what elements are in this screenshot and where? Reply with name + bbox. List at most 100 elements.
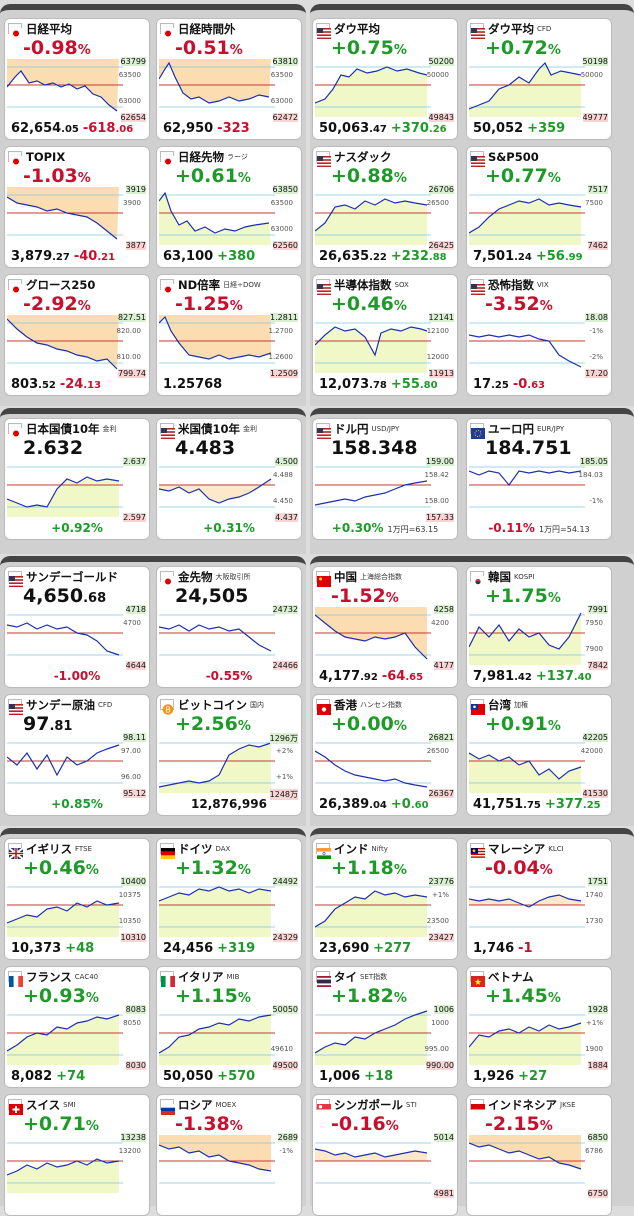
market-card[interactable]: フランス CAC40 +0.93% 8083 8050 8030 8,082 +74 — [4, 966, 150, 1088]
card-header: シンガポール STI — [313, 1095, 457, 1115]
price-value: 12,073.78 +55.80 — [319, 377, 438, 392]
market-card[interactable]: ダウ平均 +0.75% 50200 50000 49843 50,063.47 +37… — [312, 18, 458, 140]
change-value: +370.26 — [390, 121, 447, 136]
tick-label: +1% — [432, 891, 449, 899]
market-subname: ハンセン指数 — [360, 700, 402, 709]
tick-label: 96.00 — [120, 773, 141, 781]
market-card[interactable]: 中国 上海総合指数 -1.52% 4258 4200 4177 4,177.92 -6… — [312, 566, 458, 688]
market-subname: 国内 — [250, 700, 264, 709]
price-line-chart — [7, 1142, 123, 1193]
market-card[interactable]: ナスダック +0.88% 26706 26500 26425 26,635.22 +2… — [312, 146, 458, 268]
headline-value: -0.51% — [175, 37, 243, 59]
headline-value: +0.77% — [485, 165, 561, 187]
change-value: +56.99 — [535, 249, 583, 264]
card-header: ベトナム — [467, 967, 611, 987]
tick-label: 995.00 — [424, 1045, 450, 1053]
market-card[interactable]: サンデーゴールド 4,650.68 4718 4700 4644 -1.00% — [4, 566, 150, 688]
tick-label: 1740 — [585, 891, 603, 899]
price-line — [159, 1014, 272, 1054]
tick-low: 4.437 — [275, 513, 298, 522]
market-card[interactable]: 日経平均 -0.98% 63799 63500 63000 62654 62,654.… — [4, 18, 150, 140]
price-line-chart — [159, 1135, 275, 1184]
headline-value: -0.16% — [331, 1113, 399, 1135]
market-card[interactable]: TOPIX -1.03% 3919 3900 3877 3,879.27 -40.21 — [4, 146, 150, 268]
card-header: ドイツ DAX — [157, 839, 301, 859]
tick-label: 4.488 — [272, 471, 293, 479]
market-card[interactable]: グロース250 -2.92% 827.51 820.00 810.00 799.74 … — [4, 274, 150, 396]
tick-label: -1% — [589, 327, 603, 335]
tick-label: 7900 — [585, 645, 603, 653]
price-line-chart — [469, 612, 585, 665]
tick-label: 63000 — [118, 97, 141, 105]
market-card[interactable]: イギリス FTSE +0.46% 10400 10375 10350 10310 10… — [4, 838, 150, 960]
market-subname: DAX — [215, 844, 231, 853]
market-card[interactable]: 日本国債10年 金利 2.632 2.637 2.597 +0.92% — [4, 418, 150, 540]
price-value: 803.52 -24.13 — [11, 377, 102, 392]
headline-value: 158.348 — [331, 437, 418, 459]
market-card[interactable]: B ビットコイン 国内 +2.56% 1296万 +2% +1% 1248万 12,8… — [156, 694, 302, 816]
change-value: +74 — [56, 1069, 86, 1084]
btc-flag-icon: B — [160, 699, 174, 715]
tick-low: 24466 — [272, 661, 298, 670]
market-card[interactable]: ドイツ DAX +1.32% 24492 24329 24,456 +319 — [156, 838, 302, 960]
market-card[interactable]: 韓国 KOSPI +1.75% 7991 7950 7900 7842 7,981.4… — [466, 566, 612, 688]
market-card[interactable]: ND倍率 日経÷DOW -1.25% 1.2811 1.2700 1.2600 1.2… — [156, 274, 302, 396]
tick-high: 18.08 — [585, 313, 608, 322]
market-card[interactable]: ベトナム +1.45% 1928 +1% 1900 1884 1,926 +27 — [466, 966, 612, 1088]
market-card[interactable]: シンガポール STI -0.16% 5014 4981 — [312, 1094, 458, 1216]
market-card[interactable]: ユーロ円 EUR/JPY 184.751 185.05 184.03 -1% -0.… — [466, 418, 612, 540]
price-line-chart — [469, 61, 585, 117]
market-card[interactable]: 日経先物 ラージ +0.61% 63850 63500 63000 62560 63,… — [156, 146, 302, 268]
price-value: 62,654.05 -618.06 — [11, 121, 134, 136]
market-card[interactable]: ロシア MOEX -1.38% 2689 -1% — [156, 1094, 302, 1216]
market-card[interactable]: S&P500 +0.77% 7517 7500 7462 7,501.24 +56.9… — [466, 146, 612, 268]
market-card[interactable]: ダウ平均 CFD +0.72% 50198 50000 49777 50,052 +3… — [466, 18, 612, 140]
headline-value: -2.92% — [23, 293, 91, 315]
price-line — [315, 198, 428, 232]
market-card[interactable]: マレーシア KLCI -0.04% 1751 1740 1730 1,746 -1 — [466, 838, 612, 960]
change-value: +18 — [364, 1069, 394, 1084]
tick-label: 1000 — [431, 1019, 449, 1027]
market-subname: MOEX — [215, 1100, 237, 1109]
price-line-chart — [469, 466, 585, 508]
tick-label: +2% — [276, 747, 293, 755]
tick-high: 4718 — [125, 605, 146, 614]
headline-value: 97.81 — [23, 713, 73, 735]
market-name: 半導体指数 — [334, 277, 392, 292]
price-line-chart — [159, 886, 275, 937]
price-line — [469, 334, 582, 368]
market-card[interactable]: イタリア MIB +1.15% 50050 49610 49500 50,050 +5… — [156, 966, 302, 1088]
tick-label: 8050 — [123, 1019, 141, 1027]
market-name: イタリア — [178, 969, 224, 984]
tick-low: 7842 — [587, 661, 608, 670]
price-line — [469, 1142, 582, 1170]
market-card[interactable]: インド Nifty +1.18% 23776 +1% 23500 23427 23,6… — [312, 838, 458, 960]
market-card[interactable]: タイ SET指数 +1.82% 1006 1000 995.00 990.00 1,0… — [312, 966, 458, 1088]
market-card[interactable]: 半導体指数 SOX +0.46% 12141 12100 12000 11913 12… — [312, 274, 458, 396]
tick-label: 10375 — [118, 891, 141, 899]
price-value: 1,006 +18 — [319, 1069, 394, 1084]
market-card[interactable]: 日経時間外 -0.51% 63810 63500 63000 62472 62,950… — [156, 18, 302, 140]
id-flag-icon — [470, 1099, 485, 1115]
market-card[interactable]: 米国債10年 金利 4.483 4.500 4.488 4.450 4.437 +0.… — [156, 418, 302, 540]
card-header: B ビットコイン 国内 — [157, 695, 301, 715]
change-percent: -1.00% — [53, 669, 101, 683]
price-line-chart — [159, 191, 275, 245]
kr-flag-icon — [470, 571, 485, 587]
tick-label: 6786 — [585, 1147, 603, 1155]
tick-low: 95.12 — [123, 789, 146, 798]
tick-high: 1006 — [433, 1005, 454, 1014]
market-card[interactable]: 金先物 大阪取引所 24,505 24732 24466 -0.55% — [156, 566, 302, 688]
market-card[interactable]: 香港 ハンセン指数 +0.00% 26821 26500 26367 26,389.… — [312, 694, 458, 816]
price-value: 7,501.24 +56.99 — [473, 249, 583, 264]
market-card[interactable]: インドネシア JKSE -2.15% 6850 6786 6750 — [466, 1094, 612, 1216]
tick-high: 24492 — [272, 877, 298, 886]
market-card[interactable]: 恐怖指数 VIX -3.52% 18.08 -1% -2% 17.20 17.25 -0… — [466, 274, 612, 396]
market-card[interactable]: サンデー原油 CFD 97.81 98.11 97.00 96.00 95.12 +0… — [4, 694, 150, 816]
tick-high: 8083 — [125, 1005, 146, 1014]
market-card[interactable]: スイス SMI +0.71% 13238 13200 — [4, 1094, 150, 1216]
de-flag-icon — [160, 843, 175, 859]
market-card[interactable]: 台湾 加権 +0.91% 42205 42000 41530 41,751.75 +3… — [466, 694, 612, 816]
headline-value: 4,650.68 — [23, 585, 107, 607]
market-card[interactable]: ドル円 USD/JPY 158.348 159.00 158.42 158.00 15… — [312, 418, 458, 540]
